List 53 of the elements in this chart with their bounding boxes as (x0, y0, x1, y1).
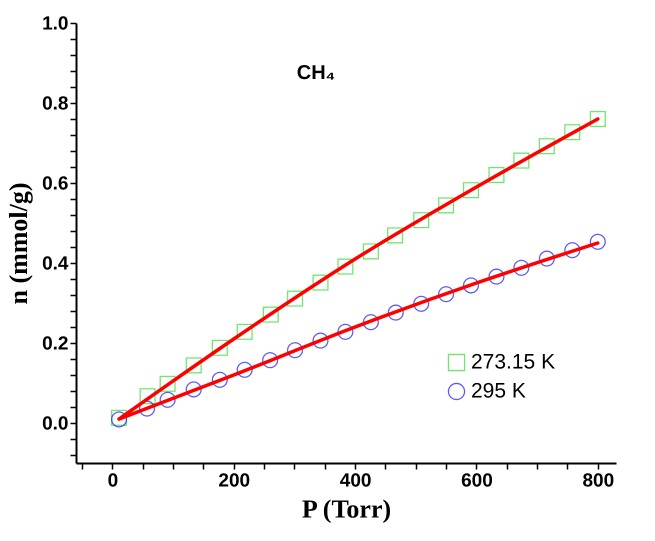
point (212, 340, 228, 356)
y-tick-label: 0.0 (42, 414, 68, 434)
point (513, 152, 530, 169)
y-tick-label: 0.2 (42, 334, 68, 354)
point (462, 182, 480, 198)
point (438, 286, 454, 302)
point (362, 314, 379, 330)
point (387, 227, 404, 244)
point (590, 234, 606, 250)
point (262, 352, 278, 368)
point (413, 212, 430, 228)
x-tick-label: 800 (582, 470, 614, 492)
point (513, 260, 530, 276)
point (262, 306, 279, 323)
y-tick-label: 1.0 (42, 14, 68, 34)
point (438, 197, 454, 214)
point (388, 304, 404, 321)
point (140, 388, 156, 404)
point (236, 324, 253, 340)
point (564, 124, 580, 140)
x-tick-label: 400 (340, 470, 372, 492)
point (538, 250, 555, 267)
point (488, 166, 505, 184)
point (312, 332, 329, 349)
point (337, 324, 354, 340)
legend-label: 273.15 K (471, 350, 556, 374)
x-tick-label: 200 (218, 470, 250, 492)
point (488, 268, 505, 285)
point (590, 110, 606, 128)
point (286, 342, 304, 358)
x-tick-label: 600 (461, 470, 493, 492)
legend-label: 295 K (471, 380, 526, 402)
annotation: CH₄ (296, 62, 336, 84)
point (564, 242, 580, 258)
point (160, 376, 176, 392)
point (538, 138, 555, 154)
y-axis-title: n (mmol/g) (4, 182, 34, 305)
point (462, 277, 480, 294)
point (337, 258, 354, 275)
y-tick-label: 0.4 (42, 254, 69, 274)
point (312, 274, 329, 291)
point (186, 357, 202, 374)
point (362, 243, 379, 260)
y-tick-label: 0.6 (42, 174, 68, 194)
point (413, 296, 430, 312)
y-tick-label: 0.8 (42, 94, 68, 114)
x-tick-label: 0 (108, 470, 118, 492)
point (286, 290, 304, 307)
point (212, 372, 228, 388)
point (236, 362, 253, 378)
point (186, 381, 202, 398)
x-axis-title: P (Torr) (302, 494, 392, 524)
point (160, 392, 176, 408)
